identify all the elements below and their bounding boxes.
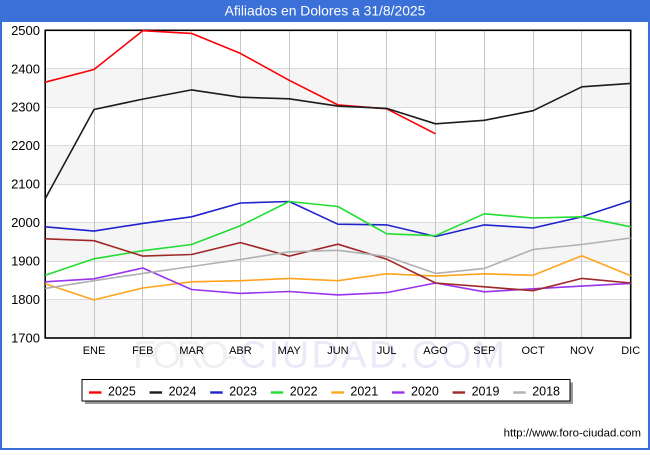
svg-text:FEB: FEB [132,345,153,357]
svg-text:JUL: JUL [377,345,397,357]
svg-text:2021: 2021 [350,385,378,399]
svg-text:MAR: MAR [179,345,204,357]
svg-text:MAY: MAY [278,345,302,357]
svg-text:2019: 2019 [472,385,500,399]
svg-text:DIC: DIC [621,345,640,357]
svg-text:SEP: SEP [473,345,495,357]
svg-text:2020: 2020 [411,385,439,399]
svg-text:1700: 1700 [11,331,40,346]
svg-text:2200: 2200 [11,138,40,153]
svg-text:http://www.foro-ciudad.com: http://www.foro-ciudad.com [504,428,641,440]
svg-text:2024: 2024 [169,385,197,399]
svg-text:2022: 2022 [290,385,318,399]
svg-text:2300: 2300 [11,100,40,115]
svg-text:1800: 1800 [11,292,40,307]
svg-text:AGO: AGO [423,345,448,357]
svg-text:2023: 2023 [229,385,257,399]
svg-text:1900: 1900 [11,254,40,269]
svg-text:2000: 2000 [11,215,40,230]
svg-text:NOV: NOV [570,345,595,357]
svg-text:2025: 2025 [108,385,136,399]
svg-text:2018: 2018 [532,385,560,399]
svg-text:OCT: OCT [521,345,545,357]
svg-text:Afiliados en Dolores a 31/8/20: Afiliados en Dolores a 31/8/2025 [225,3,426,19]
svg-text:ENE: ENE [83,345,106,357]
svg-text:2500: 2500 [11,23,40,38]
svg-text:2400: 2400 [11,61,40,76]
svg-text:FORO-: FORO- [133,335,237,377]
svg-text:2100: 2100 [11,177,40,192]
svg-text:ABR: ABR [229,345,252,357]
svg-text:CIUDAD.COM: CIUDAD.COM [239,335,505,377]
svg-text:JUN: JUN [327,345,348,357]
